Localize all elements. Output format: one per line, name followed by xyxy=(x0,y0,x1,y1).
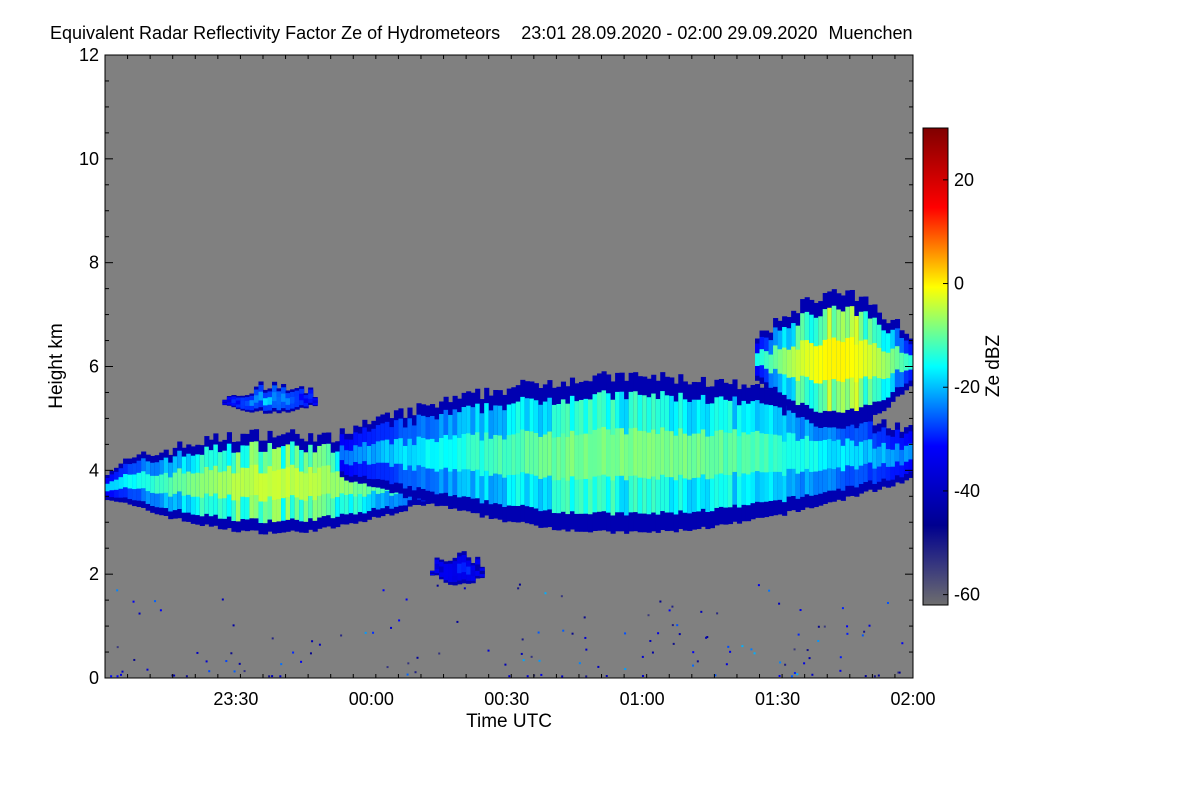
x-tick-label: 01:00 xyxy=(620,689,665,709)
title-main: Equivalent Radar Reflectivity Factor Ze … xyxy=(50,23,500,43)
x-tick-label: 02:00 xyxy=(890,689,935,709)
colorbar-tick-label: -40 xyxy=(954,481,980,501)
colorbar-tick-label: 0 xyxy=(954,274,964,294)
colorbar-gradient xyxy=(922,127,949,606)
ground-clutter xyxy=(110,583,904,678)
y-tick-label: 8 xyxy=(89,253,99,273)
echo-feature xyxy=(430,551,485,586)
echo-feature xyxy=(339,371,913,534)
y-axis-title: Height km xyxy=(46,323,67,409)
colorbar-ticks: -60 -40 -20 0 20 xyxy=(943,170,980,605)
x-axis: 23:30 00:00 00:30 01:00 01:30 02:00 xyxy=(127,55,936,709)
echo-feature xyxy=(755,289,913,429)
y-tick-label: 6 xyxy=(89,357,99,377)
colorbar-tick-label: 20 xyxy=(954,170,974,190)
colorbar-title: Ze dBZ xyxy=(983,334,1004,397)
colorbar-tick-label: -60 xyxy=(954,585,980,605)
y-tick-label: 0 xyxy=(89,668,99,688)
plot-area xyxy=(104,54,914,679)
echo-feature xyxy=(222,381,318,414)
x-tick-label: 01:30 xyxy=(755,689,800,709)
y-tick-label: 10 xyxy=(79,149,99,169)
echo-layer xyxy=(105,289,913,678)
x-tick-label: 23:30 xyxy=(213,689,258,709)
chart-title: Equivalent Radar Reflectivity Factor Ze … xyxy=(50,23,913,43)
y-tick-label: 2 xyxy=(89,564,99,584)
colorbar-tick-label: -20 xyxy=(954,377,980,397)
y-tick-label: 12 xyxy=(79,45,99,65)
colorbar: -60 -40 -20 0 20 Ze dBZ xyxy=(922,127,1004,606)
title-location: Muenchen xyxy=(828,23,912,43)
x-tick-label: 00:30 xyxy=(484,689,529,709)
title-time-range: 23:01 28.09.2020 - 02:00 29.09.2020 xyxy=(521,23,817,43)
x-tick-label: 00:00 xyxy=(349,689,394,709)
x-axis-title: Time UTC xyxy=(466,711,552,732)
y-axis: 0 2 4 6 8 10 12 xyxy=(79,45,913,688)
y-tick-label: 4 xyxy=(89,460,99,480)
